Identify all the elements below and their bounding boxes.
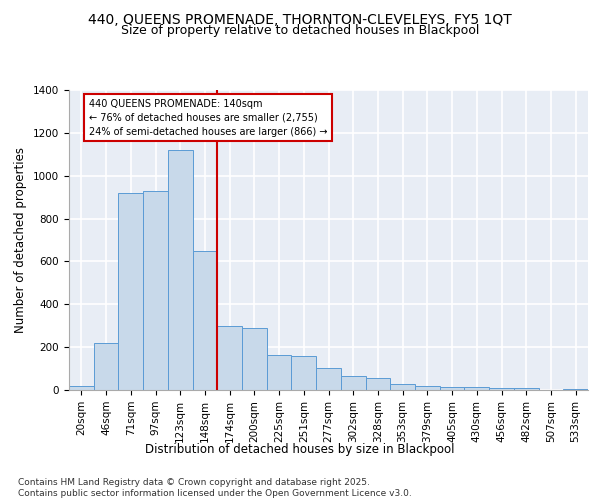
- Bar: [217, 326, 242, 390]
- Bar: [390, 384, 415, 390]
- Bar: [69, 386, 94, 390]
- Text: Size of property relative to detached houses in Blackpool: Size of property relative to detached ho…: [121, 24, 479, 37]
- Text: 440 QUEENS PROMENADE: 140sqm
← 76% of detached houses are smaller (2,755)
24% of: 440 QUEENS PROMENADE: 140sqm ← 76% of de…: [89, 98, 327, 136]
- Bar: [440, 387, 464, 390]
- Bar: [242, 328, 267, 390]
- Bar: [489, 388, 514, 390]
- Bar: [563, 389, 588, 390]
- Bar: [143, 190, 168, 390]
- Bar: [464, 387, 489, 390]
- Text: 440, QUEENS PROMENADE, THORNTON-CLEVELEYS, FY5 1QT: 440, QUEENS PROMENADE, THORNTON-CLEVELEY…: [88, 12, 512, 26]
- Bar: [316, 368, 341, 390]
- Bar: [415, 386, 440, 390]
- Bar: [94, 343, 118, 390]
- Bar: [514, 388, 539, 390]
- Bar: [193, 250, 217, 390]
- Bar: [267, 354, 292, 390]
- Bar: [292, 356, 316, 390]
- Bar: [118, 193, 143, 390]
- Text: Distribution of detached houses by size in Blackpool: Distribution of detached houses by size …: [145, 442, 455, 456]
- Bar: [341, 376, 365, 390]
- Text: Contains HM Land Registry data © Crown copyright and database right 2025.
Contai: Contains HM Land Registry data © Crown c…: [18, 478, 412, 498]
- Bar: [365, 378, 390, 390]
- Y-axis label: Number of detached properties: Number of detached properties: [14, 147, 28, 333]
- Bar: [168, 150, 193, 390]
